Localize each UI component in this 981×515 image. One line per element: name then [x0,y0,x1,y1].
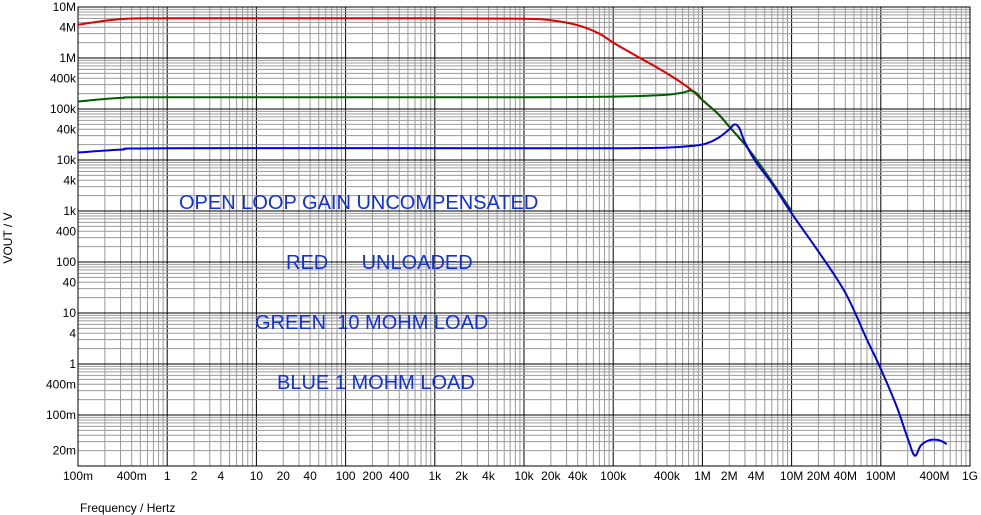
x-tick-label: 100M [866,469,896,483]
y-tick-label: 100m [46,408,76,422]
x-tick-label: 2 [191,469,198,483]
y-tick-label: 20m [53,444,76,458]
y-tick-label: 10k [57,153,77,167]
x-tick-label: 400M [919,469,949,483]
x-tick-label: 100k [600,469,627,483]
x-tick-label: 2k [455,469,469,483]
plot-grid [77,7,970,467]
blue-series-line [77,123,948,457]
y-tick-label: 100k [50,102,77,116]
y-axis-title: VOUT / V [1,212,15,263]
x-axis-title: Frequency / Hertz [80,501,175,515]
y-tick-label: 400 [56,224,76,238]
annotation-green: GREEN 10 MOHM LOAD [255,312,488,334]
x-tick-label: 400m [117,469,147,483]
x-tick-labels: 100m 400m 1 2 4 10 20 40 100 200 400 1k 2k 4k 10k 20k 40… [63,469,978,483]
x-tick-label: 200 [362,469,382,483]
y-tick-label: 10 [63,306,77,320]
plot-frame [77,6,971,467]
y-tick-label: 1k [63,204,77,218]
x-tick-label: 40 [303,469,317,483]
y-tick-label: 1 [69,357,76,371]
series-layer [77,17,948,457]
x-tick-label: 20 [277,469,291,483]
y-tick-label: 100 [56,255,76,269]
x-tick-label: 10 [250,469,264,483]
y-tick-label: 400m [46,377,76,391]
y-tick-label: 400k [50,71,77,85]
green-series-line [77,89,793,212]
x-tick-label: 1G [962,469,978,483]
x-tick-label: 10k [514,469,534,483]
x-tick-label: 20k [541,469,561,483]
annotation-red: RED UNLOADED [286,252,473,274]
y-tick-label: 40k [57,122,77,136]
y-tick-label: 4k [63,173,77,187]
y-tick-label: 4M [59,20,76,34]
x-tick-label: 4k [482,469,496,483]
annotation-title: OPEN LOOP GAIN UNCOMPENSATED [179,192,538,214]
x-tick-label: 2M [721,469,738,483]
x-tick-label: 100m [63,469,93,483]
x-tick-label: 4M [748,469,765,483]
y-tick-label: 1M [59,51,76,65]
annotation-blue: BLUE 1 MOHM LOAD [277,372,475,394]
x-tick-label: 40M [834,469,857,483]
x-tick-label: 400 [389,469,409,483]
x-tick-label: 1M [694,469,711,483]
x-tick-label: 100 [336,469,356,483]
y-tick-label: 4 [69,326,76,340]
x-tick-label: 20M [807,469,830,483]
x-tick-label: 400k [654,469,681,483]
x-tick-label: 10M [780,469,803,483]
x-tick-label: 40k [568,469,588,483]
y-tick-labels: 10M 4M 1M 400k 100k 40k 10k 4k 1k 400 100 40 10 4 1 400… [46,0,77,458]
x-tick-label: 4 [218,469,225,483]
y-tick-label: 10M [53,0,76,14]
x-tick-label: 1k [428,469,442,483]
y-tick-label: 40 [63,275,77,289]
x-tick-label: 1 [164,469,171,483]
